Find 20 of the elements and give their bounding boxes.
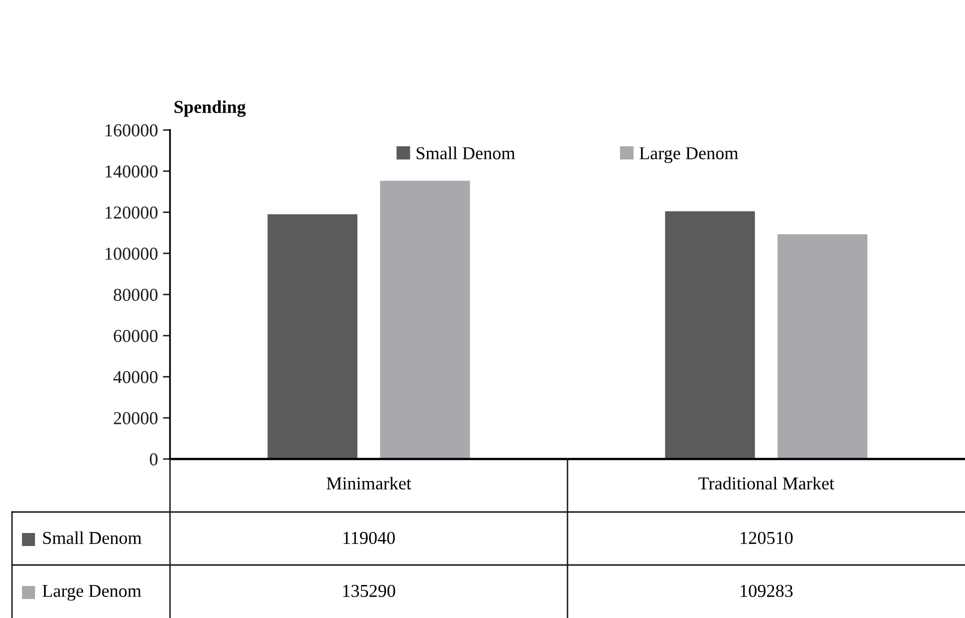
x-tick-label: Minimarket bbox=[326, 476, 412, 490]
x-tick-label: Traditional Market bbox=[698, 476, 834, 490]
y-tick-label: 120000 bbox=[106, 206, 158, 219]
y-tick-label: 80000 bbox=[114, 288, 158, 301]
legend-label: Large Denom bbox=[640, 147, 738, 164]
y-tick-label: 140000 bbox=[106, 165, 158, 178]
y-tick-label: 20000 bbox=[114, 412, 158, 424]
y-tick-label: 100000 bbox=[106, 248, 158, 260]
text: Small Denom bbox=[43, 531, 142, 544]
y-tick-label: 40000 bbox=[113, 371, 158, 384]
y-tick-label: 0 bbox=[150, 453, 158, 466]
data-label: 120510 bbox=[740, 532, 793, 544]
y-tick-label: 60000 bbox=[114, 330, 158, 342]
y-tick-label: 160000 bbox=[106, 124, 158, 136]
data-label: 119040 bbox=[344, 532, 395, 544]
text: Large Denom bbox=[42, 584, 142, 601]
data-label: 135290 bbox=[343, 584, 396, 598]
data-label: 109283 bbox=[740, 584, 793, 598]
y-axis-title: Spending bbox=[174, 100, 246, 117]
legend-label: Small Denom bbox=[416, 146, 516, 160]
